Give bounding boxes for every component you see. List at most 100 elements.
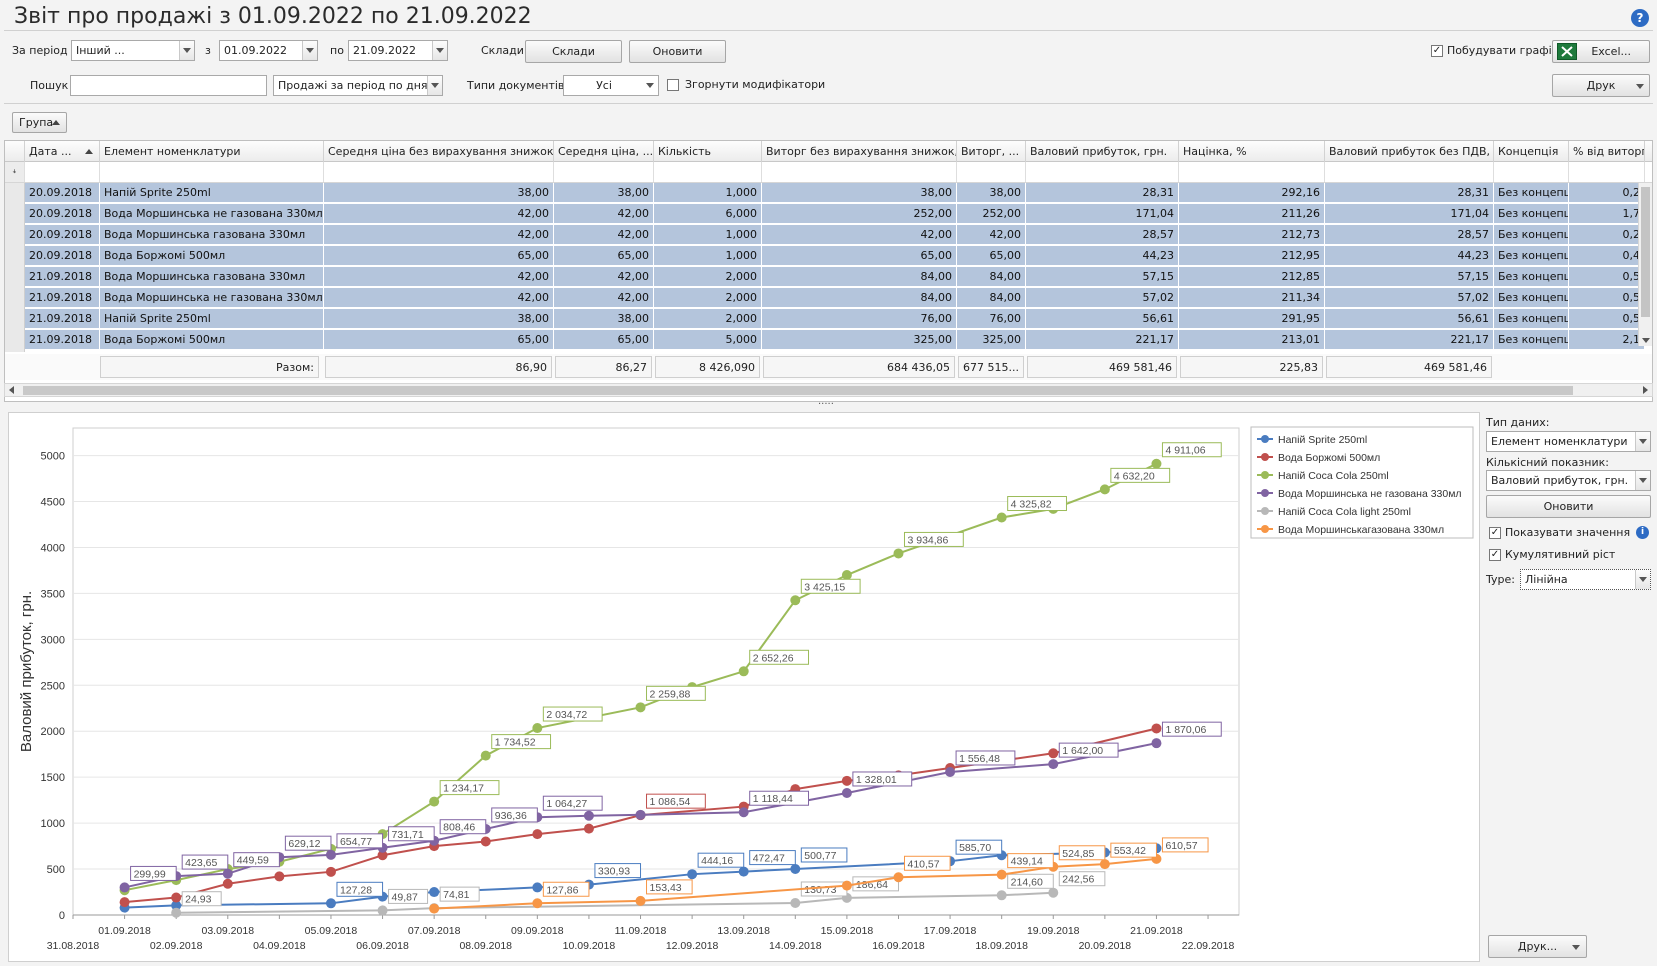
search-input[interactable] [70,75,267,96]
scroll-left-icon[interactable] [9,386,14,394]
filter-cell[interactable] [324,162,554,182]
calendar-dropdown-icon[interactable] [432,41,447,60]
column-header-2[interactable]: Середня ціна без вирахування знижок, ... [324,141,554,162]
table-cell: 20.09.2018 [25,183,100,203]
table-row[interactable]: 21.09.2018 Вода Боржомі 500мл 65,00 65,00 5,… [5,330,1645,350]
cumulative-checkbox[interactable]: ✓ [1489,549,1501,561]
data-label: 1 064,27 [546,798,587,810]
report-type-select[interactable]: Продажі за період по днях [273,75,443,96]
chevron-down-icon[interactable] [179,41,194,60]
period-select[interactable]: Інший ... [71,40,195,61]
data-label: 214,60 [1011,876,1043,888]
filter-cell[interactable] [1179,162,1325,182]
data-label-box [1058,845,1106,861]
table-cell: 42,00 [762,225,957,245]
column-header-8[interactable]: Націнка, % [1179,141,1325,162]
from-date-input[interactable]: 01.09.2022 [219,40,318,61]
data-point [171,900,182,911]
data-label: 444,16 [701,855,733,867]
filter-cell[interactable] [1569,162,1645,182]
excel-button[interactable]: Excel... [1552,40,1650,63]
collapse-modifiers-checkbox[interactable] [667,79,679,91]
table-cell: 212,73 [1179,225,1325,245]
doc-types-select[interactable]: Усі [563,75,659,96]
filter-cell[interactable] [554,162,654,182]
refresh-button[interactable]: Оновити [629,40,726,63]
scrollbar-thumb[interactable] [1641,187,1650,317]
data-type-select[interactable]: Елемент номенклатури [1486,431,1651,452]
x-tick-label: 18.09.2018 [975,940,1028,952]
scroll-right-icon[interactable] [1643,386,1648,394]
chart-print-button[interactable]: Друк... [1488,935,1587,958]
scroll-down-icon[interactable] [1642,338,1650,343]
sort-up-icon[interactable] [85,149,93,154]
info-icon[interactable]: i [1636,526,1649,539]
table-cell: 212,95 [1179,246,1325,266]
chevron-down-icon[interactable] [1635,432,1650,451]
table-cell: 38,00 [324,309,554,329]
table-row[interactable]: 20.09.2018 Вода Моршинська газована 330мл… [5,225,1645,245]
table-row[interactable]: 21.09.2018 Вода Моршинська не газована 33… [5,288,1645,308]
column-header-1[interactable]: Елемент номенклатури [100,141,324,162]
filter-cell[interactable] [762,162,957,182]
table-cell: 42,00 [324,288,554,308]
help-icon[interactable]: ? [1631,9,1649,27]
filter-cell[interactable] [100,162,324,182]
print-button[interactable]: Друк [1552,74,1650,97]
data-point [119,882,130,893]
data-point [119,897,130,908]
data-point [1099,484,1110,495]
legend-box [1250,426,1474,539]
group-button[interactable]: Група [12,112,67,133]
data-label-box [542,795,603,811]
table-cell: Без концепції [1494,204,1569,224]
filter-cell[interactable] [25,162,100,182]
data-label-box [697,852,745,868]
table-row[interactable]: 21.09.2018 Вода Моршинська газована 330мл… [5,267,1645,287]
filter-row: ⍖ [5,162,1652,183]
filter-cell[interactable] [1325,162,1494,182]
column-header-3[interactable]: Середня ціна, ... [554,141,654,162]
table-row[interactable]: 20.09.2018 Вода Боржомі 500мл 65,00 65,00 1,… [5,246,1645,266]
total-cell: 677 515... [958,356,1024,378]
filter-icon[interactable]: ⍖ [5,162,25,182]
splitter-handle[interactable]: ..... [818,396,834,407]
show-values-checkbox[interactable]: ✓ [1489,527,1501,539]
to-date-input[interactable]: 21.09.2022 [348,40,448,61]
chart-refresh-button[interactable]: Оновити [1486,495,1651,518]
table-row[interactable]: 20.09.2018 Напій Sprite 250ml 38,00 38,00 1,… [5,183,1645,203]
calendar-dropdown-icon[interactable] [302,41,317,60]
table-cell: 84,00 [957,267,1026,287]
chevron-down-icon[interactable] [1635,471,1650,490]
column-header-11[interactable]: % від виторгу [1569,141,1645,162]
filter-cell[interactable] [1494,162,1569,182]
data-label-box [800,578,861,594]
column-header-6[interactable]: Виторг, ... [957,141,1026,162]
data-label: 629,12 [288,838,320,850]
chevron-down-icon[interactable] [427,76,442,95]
chart-type-select[interactable]: Лінійна [1520,569,1651,590]
filter-cell[interactable] [654,162,762,182]
chevron-down-icon[interactable] [1635,570,1650,589]
stores-button[interactable]: Склади [525,40,622,63]
table-cell: 28,31 [1026,183,1179,203]
filter-cell[interactable] [957,162,1026,182]
column-header-5[interactable]: Виторг без вирахування знижок, ... [762,141,957,162]
horizontal-scrollbar[interactable] [4,383,1653,397]
column-header-10[interactable]: Концепція [1494,141,1569,162]
vertical-scrollbar[interactable] [1638,183,1652,346]
data-label: 2 034,72 [546,709,587,721]
column-header-9[interactable]: Валовий прибуток без ПДВ, ... [1325,141,1494,162]
column-header-0[interactable]: Дата ... [25,141,100,162]
column-header-4[interactable]: Кількість [654,141,762,162]
filter-cell[interactable] [1026,162,1179,182]
build-chart-checkbox[interactable]: ✓ [1431,45,1443,57]
data-label: 4 911,06 [1165,445,1205,457]
chevron-down-icon[interactable] [643,76,658,95]
table-row[interactable]: 21.09.2018 Напій Sprite 250ml 38,00 38,00 2,… [5,309,1645,329]
table-row[interactable]: 20.09.2018 Вода Моршинська не газована 33… [5,204,1645,224]
scrollbar-thumb[interactable] [23,386,1573,395]
x-tick-label: 13.09.2018 [717,925,770,937]
measure-select[interactable]: Валовий прибуток, грн. [1486,470,1651,491]
column-header-7[interactable]: Валовий прибуток, грн. [1026,141,1179,162]
